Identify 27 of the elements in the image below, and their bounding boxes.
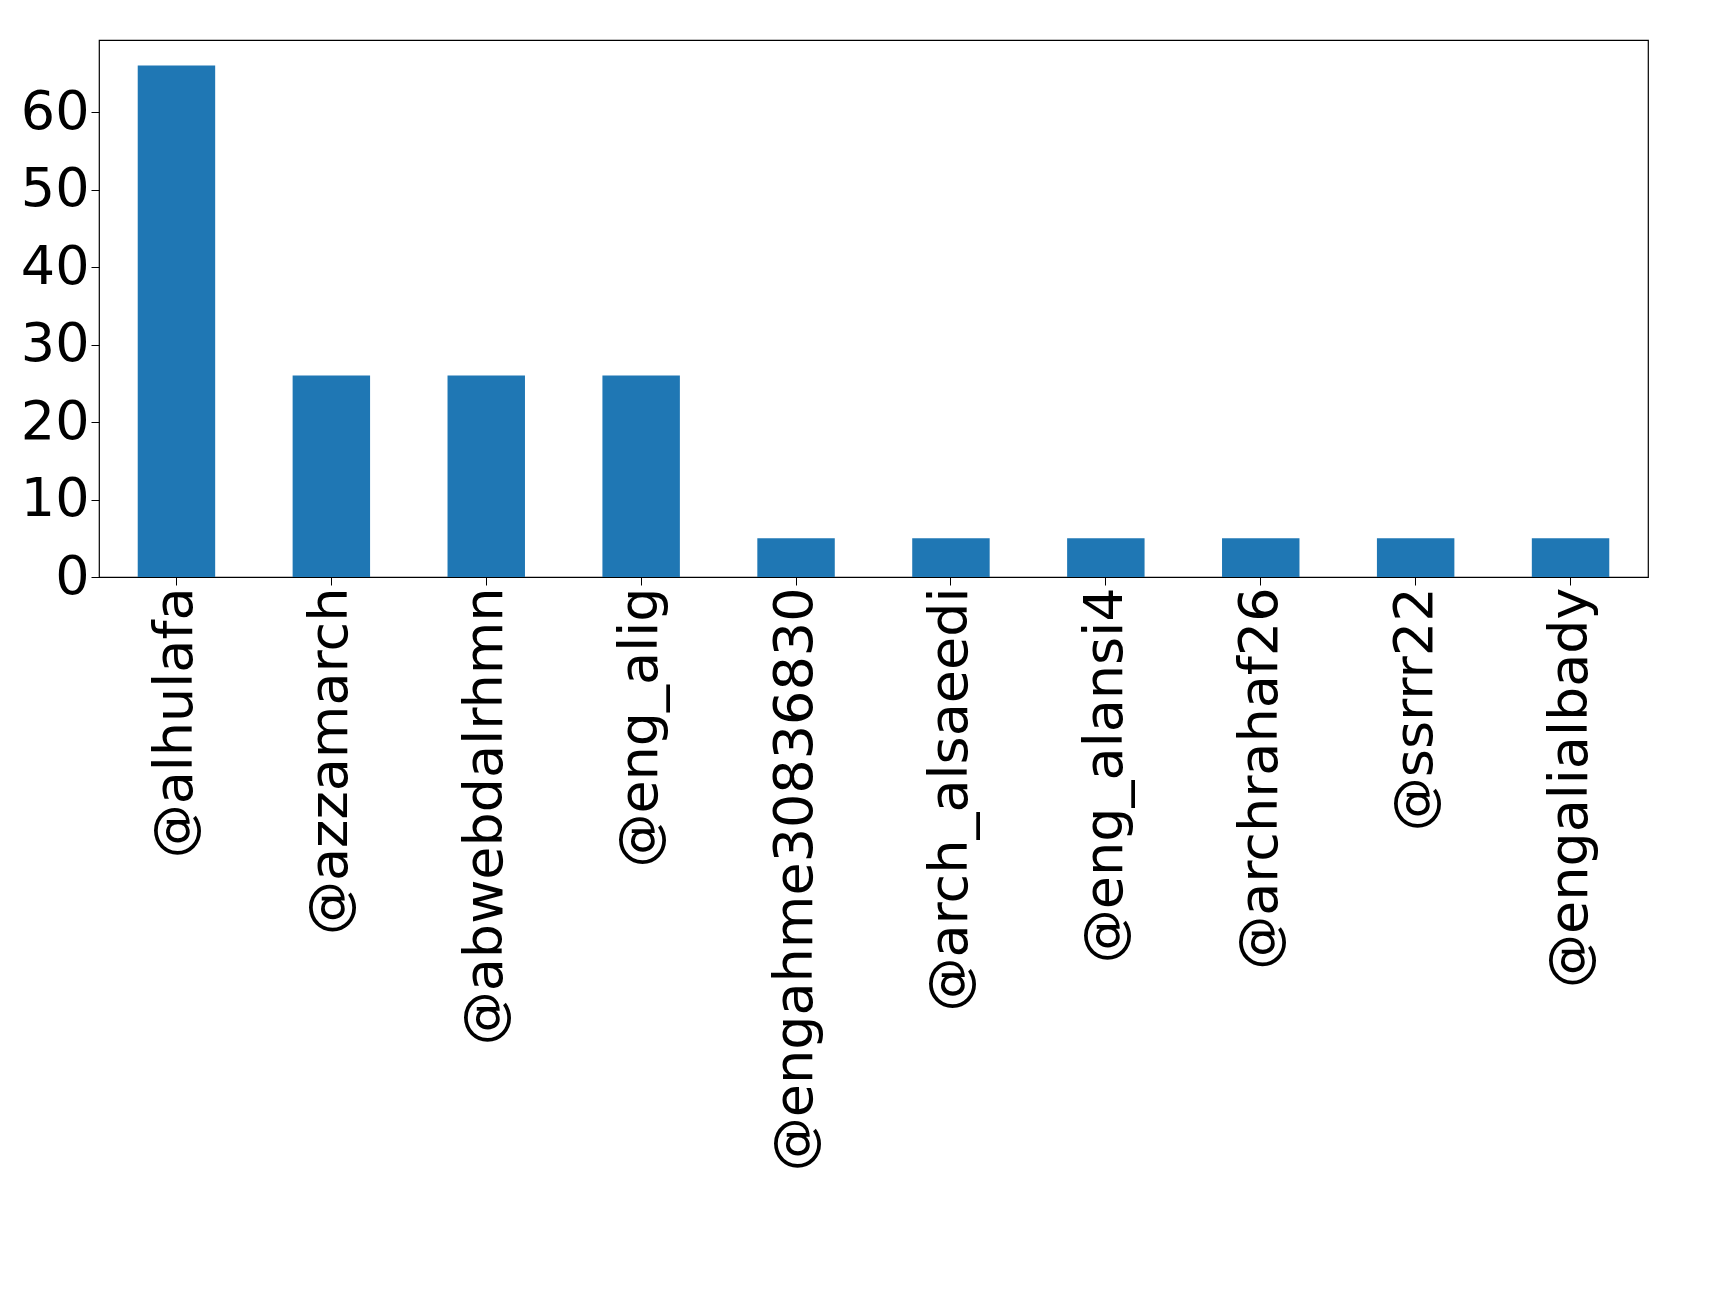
x-tick-label: @eng_alig: [607, 587, 671, 868]
y-tick-label: 40: [20, 233, 90, 297]
x-tick-label: @azzamarch: [297, 587, 361, 935]
bar: [1067, 538, 1145, 577]
bar: [447, 375, 525, 577]
x-tick-label: @engalialbady: [1536, 587, 1600, 989]
x-tick-label: @arch_alsaeedi: [916, 587, 980, 1012]
x-tick-label: @abwebdalrhmn: [452, 587, 516, 1046]
y-tick-label: 10: [20, 466, 90, 530]
y-tick-label: 50: [20, 156, 90, 220]
y-tick-label: 20: [20, 388, 90, 452]
y-tick-label: 30: [20, 311, 90, 375]
x-tick-label: @engahme30836830: [762, 587, 826, 1172]
x-tick-label: @alhulafa: [142, 587, 206, 859]
bar: [1222, 538, 1300, 577]
y-tick-label: 0: [55, 543, 90, 607]
y-tick-label: 60: [20, 78, 90, 142]
bar: [602, 375, 680, 577]
bar: [137, 65, 216, 577]
bar: [1376, 538, 1455, 577]
x-tick-label: @archrahaf26: [1226, 587, 1290, 970]
bar: [1531, 538, 1610, 577]
bar: [292, 375, 371, 577]
bar: [757, 538, 835, 577]
x-tick-label: @ssrrr22: [1381, 587, 1445, 832]
bar: [912, 538, 990, 577]
x-tick-label: @eng_alansi4: [1071, 587, 1135, 964]
